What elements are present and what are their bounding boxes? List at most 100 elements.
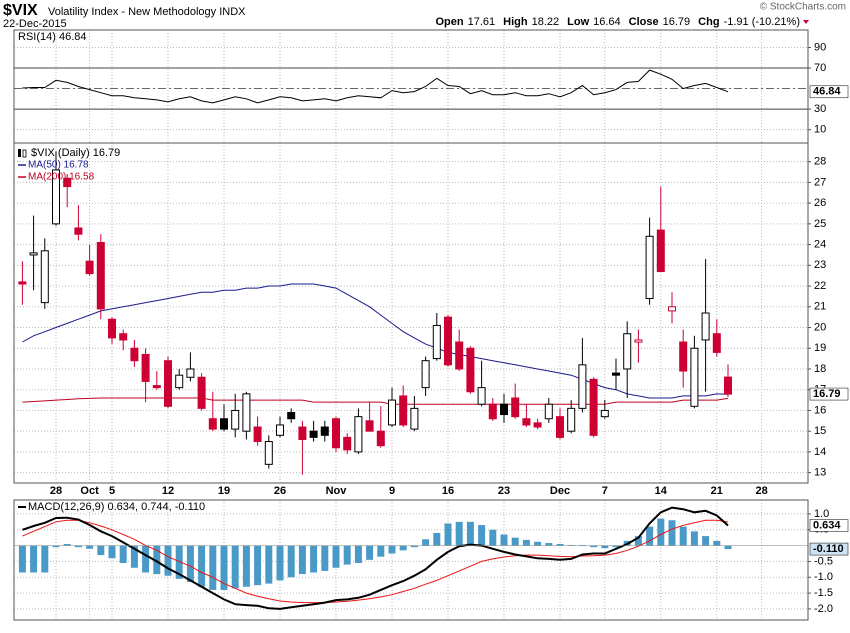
histogram-bar bbox=[354, 545, 362, 564]
symbol: $VIX bbox=[3, 2, 38, 19]
y-tick-label: 1.0 bbox=[814, 508, 829, 520]
histogram-bar bbox=[119, 545, 127, 564]
histogram-bar bbox=[713, 540, 721, 546]
y-tick-label: 20 bbox=[814, 321, 826, 333]
histogram-bar bbox=[332, 545, 340, 568]
y-tick-label: -1.0 bbox=[814, 571, 833, 583]
candle-body bbox=[388, 399, 396, 426]
candle-body bbox=[567, 407, 576, 432]
candle-body bbox=[175, 374, 184, 389]
signal-line bbox=[22, 519, 729, 604]
histogram-bar bbox=[18, 545, 26, 573]
candle-body bbox=[668, 306, 676, 312]
value-badge-text: -0.110 bbox=[813, 543, 844, 555]
x-tick-label: 28 bbox=[755, 485, 767, 497]
histogram-bar bbox=[41, 545, 49, 573]
histogram-bar bbox=[74, 545, 82, 548]
histogram-bar bbox=[668, 520, 676, 546]
histogram-bar bbox=[578, 544, 586, 546]
candle-body bbox=[287, 412, 296, 420]
histogram-bar bbox=[220, 545, 228, 590]
quote-value: 16.79 bbox=[663, 16, 691, 28]
histogram-bar bbox=[254, 545, 262, 586]
histogram-bar bbox=[500, 534, 508, 546]
panel-frame bbox=[13, 29, 809, 144]
moving-average bbox=[22, 283, 729, 399]
histogram-bar bbox=[231, 545, 239, 589]
candle-body bbox=[522, 418, 531, 426]
candle-body bbox=[466, 347, 475, 393]
y-tick-label: 30 bbox=[814, 103, 826, 115]
histogram-bar bbox=[242, 545, 250, 587]
panel-frame bbox=[13, 499, 809, 621]
candle-body bbox=[578, 364, 587, 409]
histogram-bar bbox=[287, 545, 295, 578]
histogram-bar bbox=[422, 539, 430, 546]
value-badge bbox=[809, 519, 849, 532]
histogram-bar bbox=[444, 523, 452, 546]
histogram-bar bbox=[130, 545, 138, 568]
histogram-bar bbox=[724, 545, 732, 550]
y-tick-label: 22 bbox=[814, 280, 826, 292]
value-badge-text: 0.634 bbox=[813, 519, 841, 531]
x-tick-label: 5 bbox=[109, 485, 115, 497]
histogram-bar bbox=[276, 545, 284, 581]
legend-label: MA(50) 16.78 bbox=[28, 160, 89, 171]
candle-body bbox=[477, 387, 486, 405]
x-tick-label: 21 bbox=[711, 485, 723, 497]
candle-body bbox=[533, 422, 542, 428]
quote-value: 18.22 bbox=[532, 16, 560, 28]
panel-legend: MACD(12,26,9) 0.634, 0.744, -0.110 bbox=[28, 501, 205, 513]
x-tick-label: Oct bbox=[80, 485, 99, 497]
candle-body bbox=[421, 360, 430, 389]
candle-body bbox=[208, 418, 217, 430]
down-arrow bbox=[803, 20, 809, 24]
candle-body bbox=[332, 418, 340, 449]
candle-body bbox=[432, 324, 441, 360]
histogram-bar bbox=[153, 545, 161, 575]
candle-body bbox=[320, 426, 329, 436]
candle-body bbox=[186, 368, 195, 378]
histogram-bar bbox=[86, 545, 94, 549]
candle-body bbox=[712, 333, 721, 353]
histogram-bar bbox=[30, 545, 38, 573]
histogram-bar bbox=[567, 544, 575, 546]
histogram-bar bbox=[265, 545, 273, 584]
histogram-bar bbox=[209, 545, 217, 590]
candle-body bbox=[410, 407, 419, 430]
candle-body bbox=[152, 385, 161, 389]
histogram-bar bbox=[646, 526, 654, 546]
candle-body bbox=[612, 372, 620, 376]
candle-body bbox=[119, 333, 128, 341]
histogram-bar bbox=[399, 545, 407, 551]
candle-body bbox=[231, 409, 240, 430]
x-tick-label: 12 bbox=[162, 485, 174, 497]
rsi-line bbox=[22, 69, 729, 104]
candle-body bbox=[74, 227, 83, 235]
histogram-bar bbox=[186, 545, 194, 583]
candle-body bbox=[85, 260, 94, 275]
panel-legend: $VIX (Daily) 16.79 bbox=[31, 147, 120, 159]
panel-frame bbox=[13, 142, 809, 484]
histogram-bar bbox=[377, 545, 385, 557]
histogram-bar bbox=[690, 531, 698, 546]
y-tick-label: 23 bbox=[814, 259, 826, 271]
histogram-bar bbox=[522, 539, 530, 546]
value-badge bbox=[809, 85, 849, 99]
candle-body bbox=[141, 353, 150, 382]
x-tick-label: 23 bbox=[498, 485, 510, 497]
histogram-bar bbox=[545, 543, 553, 546]
candle-body bbox=[18, 281, 27, 285]
candle-body bbox=[108, 318, 116, 339]
candle-body bbox=[511, 397, 520, 418]
candle-body bbox=[656, 229, 665, 273]
candle-body bbox=[679, 341, 688, 372]
legend-label: MA(200) 16.58 bbox=[28, 172, 95, 183]
candle-body bbox=[298, 426, 307, 440]
panel-legend: RSI(14) 46.84 bbox=[18, 31, 86, 43]
candle-body bbox=[444, 316, 452, 366]
candle-body bbox=[29, 252, 38, 256]
candle-body bbox=[63, 177, 72, 188]
histogram-bar bbox=[164, 545, 172, 576]
